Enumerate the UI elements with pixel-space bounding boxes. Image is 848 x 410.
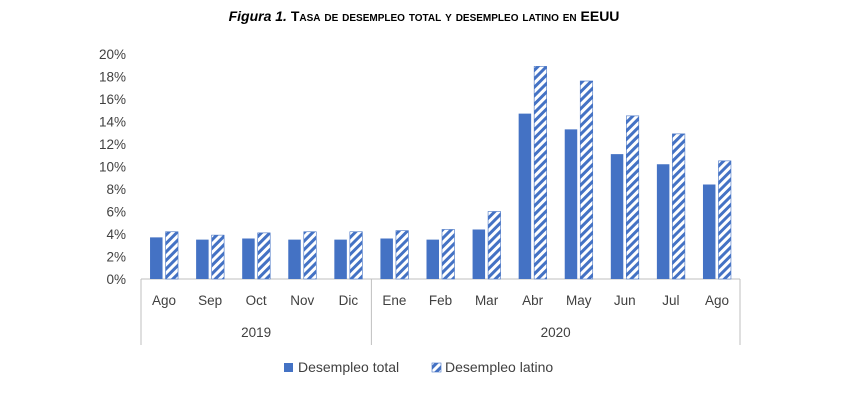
bar-desempleo-latino (211, 234, 225, 280)
x-tick-label: Ene (382, 293, 406, 308)
bar-desempleo-latino (349, 231, 363, 280)
bar-desempleo-total (334, 239, 347, 279)
bar-desempleo-latino (487, 211, 501, 280)
y-tick-label: 20% (99, 47, 126, 62)
bar-desempleo-total (150, 237, 163, 279)
year-group-labels: 2019 2020 (241, 325, 571, 340)
bar-desempleo-total (656, 164, 670, 279)
bar-desempleo-latino (303, 231, 317, 280)
x-tick-label: Ago (705, 293, 729, 308)
figure-label: Figura 1. (228, 8, 287, 24)
bar-desempleo-total (518, 113, 532, 279)
x-tick-label: Oct (246, 293, 267, 308)
bars (150, 66, 732, 280)
bar-desempleo-latino (395, 230, 409, 280)
y-tick-label: 0% (106, 272, 126, 287)
bar-desempleo-latino (718, 160, 732, 280)
legend-label-latino: Desempleo latino (445, 359, 553, 375)
x-axis-labels: Ago Sep Oct Nov Dic Ene Feb Mar Abr May Jun Jul Ago (152, 293, 729, 308)
bar-desempleo-total (610, 154, 624, 279)
bar-desempleo-total (472, 229, 486, 279)
y-tick-label: 12% (99, 137, 126, 152)
legend-label-total: Desempleo total (298, 359, 399, 375)
legend-swatch-latino (431, 362, 442, 373)
y-tick-label: 4% (106, 227, 126, 242)
x-tick-label: Ago (152, 293, 176, 308)
x-tick-label: Dic (339, 293, 359, 308)
x-tick-label: May (566, 293, 592, 308)
bar-desempleo-latino (626, 115, 640, 280)
x-tick-label: Jul (662, 293, 679, 308)
legend: Desempleo total Desempleo latino (284, 359, 553, 375)
bar-desempleo-total (564, 129, 578, 279)
x-tick-label: Mar (475, 293, 499, 308)
bar-desempleo-total (242, 238, 255, 279)
y-tick-label: 14% (99, 115, 126, 130)
y-tick-label: 2% (106, 250, 126, 265)
y-tick-label: 18% (99, 70, 126, 85)
bar-desempleo-latino (257, 232, 271, 280)
chart-title: Figura 1. Tasa de desempleo total y dese… (0, 8, 848, 24)
bar-desempleo-total (288, 239, 301, 279)
x-tick-label: Abr (522, 293, 544, 308)
bar-desempleo-total (380, 238, 393, 279)
bar-desempleo-latino (165, 231, 179, 280)
group-label: 2019 (241, 325, 271, 340)
group-label: 2020 (541, 325, 571, 340)
y-tick-label: 8% (106, 182, 126, 197)
y-tick-label: 10% (99, 160, 126, 175)
x-tick-label: Nov (290, 293, 314, 308)
figure-title-text: Tasa de desempleo total y desempleo lati… (290, 8, 620, 24)
y-tick-label: 16% (99, 92, 126, 107)
bar-desempleo-total (702, 184, 716, 279)
axes (140, 278, 741, 345)
bar-desempleo-latino (579, 80, 594, 280)
y-axis-labels: 0% 2% 4% 6% 8% 10% 12% 14% 16% 18% 20% (99, 47, 126, 287)
x-tick-label: Sep (198, 293, 222, 308)
x-tick-label: Jun (614, 293, 636, 308)
legend-swatch-total (284, 363, 293, 372)
bar-desempleo-total (426, 239, 439, 279)
bar-desempleo-latino (441, 229, 455, 280)
y-tick-label: 6% (106, 205, 126, 220)
bar-desempleo-total (196, 239, 209, 279)
x-tick-label: Feb (429, 293, 452, 308)
bar-desempleo-latino (533, 66, 547, 280)
bar-desempleo-latino (672, 133, 686, 280)
